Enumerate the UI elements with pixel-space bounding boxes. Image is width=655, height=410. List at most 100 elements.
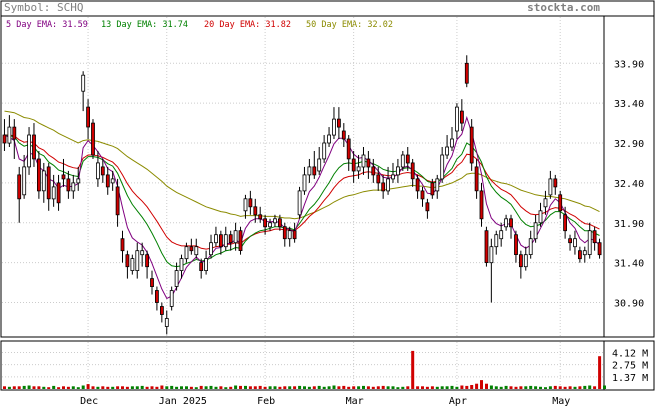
candle — [214, 226, 218, 247]
x-tick-label: Feb — [257, 396, 275, 406]
x-tick-label: Dec — [80, 396, 98, 406]
volume-bar — [111, 386, 115, 389]
candle — [533, 214, 538, 243]
candle-body-down — [282, 226, 287, 240]
candle — [51, 174, 56, 207]
volume-bar — [293, 386, 297, 389]
candle-body-down — [145, 254, 150, 268]
volume-bar — [125, 386, 129, 389]
candle-body-down — [381, 182, 386, 192]
candle-body-down — [56, 182, 61, 204]
candle-body-up — [140, 250, 145, 256]
candle-body-up — [204, 258, 209, 272]
volume-bar — [317, 385, 321, 389]
volume-bar — [588, 385, 592, 389]
candle-body-down — [366, 158, 371, 168]
candle — [454, 103, 459, 140]
candle-body-up — [27, 134, 32, 168]
volume-bar — [450, 385, 454, 389]
candle — [268, 218, 273, 231]
volume-bar — [189, 386, 193, 389]
volume-bar — [32, 386, 36, 389]
volume-bar — [337, 386, 341, 389]
candle — [336, 107, 341, 140]
candle — [115, 178, 120, 227]
volume-bar — [327, 386, 331, 389]
candle-body-up — [96, 162, 100, 180]
volume-bar — [204, 386, 208, 389]
candle — [356, 154, 361, 179]
candle — [120, 230, 125, 263]
candle-body-down — [263, 218, 268, 228]
volume-bar — [71, 386, 75, 389]
candle-body-down — [32, 134, 36, 160]
brand-label: stockta.com — [527, 1, 600, 14]
candle-body-down — [410, 162, 415, 180]
volume-bar — [371, 386, 375, 389]
candle — [66, 170, 71, 199]
candle — [361, 146, 366, 175]
candle — [445, 135, 450, 159]
volume-bar — [342, 385, 346, 389]
volume-bar — [352, 386, 356, 389]
candle-body-down — [277, 218, 282, 228]
candle — [159, 302, 164, 323]
volume-bar — [445, 386, 449, 389]
candle-body-up — [528, 238, 533, 255]
candle — [282, 222, 287, 247]
candle — [519, 250, 523, 279]
candle-body-down — [2, 134, 7, 144]
candle-body-down — [154, 290, 159, 303]
volume-bar — [489, 385, 493, 389]
ema-5-day-line — [4, 115, 600, 300]
candle-body-down — [509, 218, 513, 228]
candle-body-up — [332, 118, 336, 136]
candle — [105, 166, 110, 195]
volume-bar — [253, 386, 257, 389]
candle — [469, 119, 474, 171]
ema-50-day-line — [4, 110, 600, 220]
volume-bar — [62, 386, 65, 389]
candle — [164, 310, 169, 335]
candle-body-down — [519, 254, 523, 268]
volume-bar — [116, 386, 120, 389]
candle-body-up — [317, 158, 322, 172]
candle — [484, 226, 489, 267]
candle — [130, 254, 135, 275]
volume-bar — [509, 386, 513, 389]
candle — [548, 170, 553, 199]
candle-body-up — [233, 230, 238, 244]
volume-bar — [135, 386, 139, 389]
candle-body-up — [307, 166, 312, 176]
candle-body-up — [327, 134, 332, 144]
price-tick-label: 31.90 — [614, 219, 644, 230]
candle-body-up — [361, 154, 366, 168]
candle-body-up — [445, 146, 450, 156]
volume-panel-frame — [0, 340, 655, 391]
candle — [405, 146, 410, 171]
candle-body-up — [214, 234, 218, 244]
candle-body-down — [553, 178, 558, 188]
candle — [376, 166, 381, 191]
volume-bar — [12, 386, 16, 389]
candle — [91, 119, 95, 159]
volume-bar — [47, 387, 51, 389]
candle — [366, 150, 371, 179]
candle — [509, 214, 513, 239]
candle — [223, 226, 228, 251]
candle — [22, 154, 27, 199]
candle-body-down — [351, 158, 356, 172]
candle-body-down — [376, 174, 381, 184]
candle-body-down — [420, 190, 425, 200]
x-tick-label: Jan 2025 — [159, 396, 207, 406]
candle-body-up — [587, 230, 592, 255]
candle-body-down — [469, 126, 474, 164]
volume-bar — [499, 386, 503, 389]
volume-bar — [278, 386, 282, 389]
candle — [76, 166, 81, 191]
candle-body-down — [597, 242, 602, 256]
volume-bar — [298, 385, 302, 389]
volume-bar — [573, 386, 577, 389]
candle — [514, 230, 518, 263]
candle — [317, 146, 322, 175]
